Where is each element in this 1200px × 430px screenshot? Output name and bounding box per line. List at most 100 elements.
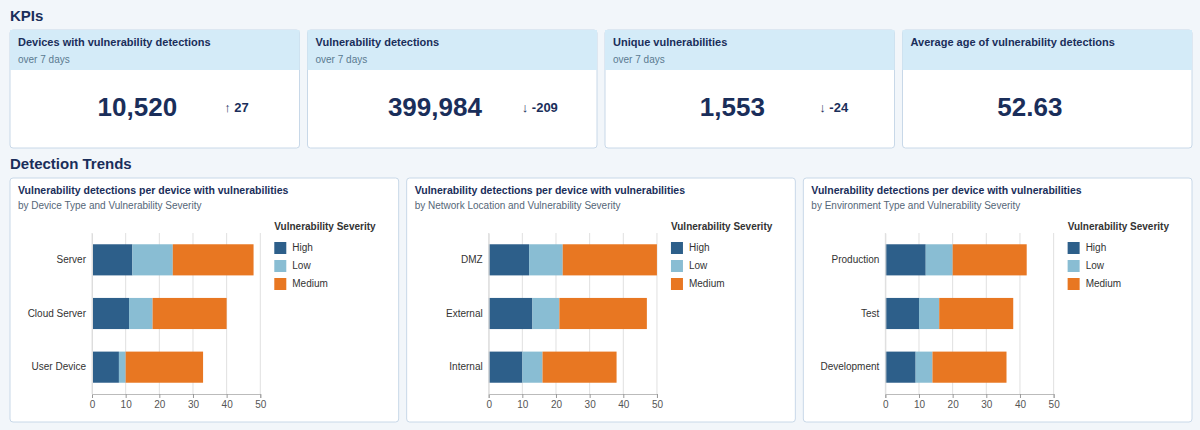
tick-mark — [92, 394, 93, 398]
dashboard: KPIs Devices with vulnerability detection… — [0, 0, 1200, 430]
tick-label: 40 — [222, 399, 234, 410]
card-background — [803, 178, 1192, 422]
kpi-value: 52.63 — [997, 92, 1062, 122]
tick: 0 — [90, 394, 96, 410]
bar-segment — [559, 298, 647, 329]
kpi-title: Unique vulnerabilities — [613, 36, 727, 48]
grid — [489, 233, 657, 394]
tick: 0 — [486, 394, 492, 410]
legend-swatch — [1068, 242, 1080, 254]
kpi-title: Vulnerability detections — [316, 36, 440, 48]
grid — [885, 233, 1053, 394]
legend-label: Medium — [1086, 278, 1122, 289]
bar-segment — [932, 352, 1006, 383]
tick-label: 50 — [1049, 399, 1061, 410]
legend-swatch — [671, 260, 683, 272]
tick-label: 50 — [652, 399, 664, 410]
kpi-value: 399,984 — [388, 92, 483, 122]
legend-title: Vulnerability Severity — [671, 221, 773, 232]
axis-line — [92, 234, 93, 395]
tick: DMZ — [461, 254, 489, 265]
kpi-subtitle: over 7 days — [613, 54, 665, 65]
legend-title: Vulnerability Severity — [1068, 221, 1170, 232]
bar-segment — [919, 298, 939, 329]
card-background — [605, 30, 895, 148]
tick: Server — [57, 254, 92, 265]
grid-line — [260, 233, 261, 394]
tick-label: 20 — [551, 399, 563, 410]
card-header — [10, 30, 300, 70]
tick-label: 0 — [486, 399, 492, 410]
tick-label: 30 — [585, 399, 597, 410]
tick-label: 10 — [914, 399, 926, 410]
tick: 50 — [255, 394, 267, 410]
tick: Cloud Server — [28, 308, 92, 319]
tick-label: Cloud Server — [28, 308, 87, 319]
kpi-card: Unique vulnerabilities 1,553 over 7 days ↓ … — [605, 30, 895, 148]
kpi-value: 1,553 — [700, 92, 765, 122]
kpi-delta: ↓ -24 — [819, 100, 849, 115]
kpi-card: Devices with vulnerability detections10,… — [10, 30, 300, 148]
axis-line — [885, 234, 886, 395]
kpi-title: Devices with vulnerability detections — [18, 36, 211, 48]
tick-label: 0 — [90, 399, 96, 410]
tick-label: DMZ — [461, 254, 483, 265]
kpi-delta: ↑ 27 — [224, 100, 249, 115]
bar-segment — [489, 298, 533, 329]
bar-segment — [532, 298, 559, 329]
card-background — [903, 30, 1193, 148]
y-axis: ProductionTestDevelopment — [820, 234, 885, 395]
grid-line — [1053, 233, 1054, 394]
grid — [92, 233, 260, 394]
tick-label: User Device — [32, 361, 87, 372]
legend-label: Low — [1086, 260, 1105, 271]
legend-swatch — [274, 242, 286, 254]
grid-line — [92, 233, 93, 394]
tick: External — [446, 308, 489, 319]
bar-segment — [916, 352, 933, 383]
tick-mark — [885, 394, 886, 398]
tick: Production — [832, 254, 886, 265]
bar-segment — [885, 298, 919, 329]
bar-segment — [522, 352, 542, 383]
bar-segment — [126, 352, 203, 383]
tick-label: 50 — [255, 399, 267, 410]
section-title: KPIs — [10, 7, 43, 24]
chart-subtitle: by Environment Type and Vulnerability Se… — [811, 200, 1020, 211]
bar-segment — [953, 244, 1027, 275]
legend-label: Low — [689, 260, 708, 271]
tick-label: 20 — [948, 399, 960, 410]
kpi-subtitle: over 7 days — [18, 54, 70, 65]
bar-segment — [119, 352, 126, 383]
bars — [885, 244, 1026, 382]
tick-mark — [126, 394, 127, 398]
tick-label: 0 — [883, 399, 889, 410]
legend-label: Medium — [292, 278, 328, 289]
kpi-card: Vulnerability detections399,984over 7 da… — [308, 30, 598, 148]
tick-label: External — [446, 308, 483, 319]
legend-swatch — [274, 278, 286, 290]
tick-mark — [522, 394, 523, 398]
tick-mark — [590, 394, 591, 398]
legend-swatch — [1068, 260, 1080, 272]
chart-title: Vulnerability detections per device with… — [18, 184, 289, 196]
grid-line — [885, 233, 886, 394]
tick-label: Test — [861, 308, 880, 319]
tick: 0 — [883, 394, 889, 410]
card-background — [10, 178, 399, 422]
tick-mark — [159, 394, 160, 398]
card-background — [308, 30, 598, 148]
tick: 40 — [618, 394, 630, 410]
legend-swatch — [1068, 278, 1080, 290]
y-axis: Server Cloud Server User Device — [28, 234, 93, 395]
tick: Internal — [449, 361, 488, 372]
tick-mark — [260, 394, 261, 398]
bar-segment — [885, 352, 915, 383]
bar-segment — [92, 352, 119, 383]
bar-segment — [885, 244, 925, 275]
bar-segment — [132, 244, 172, 275]
tick-mark — [1054, 394, 1055, 398]
bar-segment — [129, 298, 153, 329]
legend-label: Low — [292, 260, 311, 271]
x-axis: 01020304050 — [486, 394, 663, 410]
